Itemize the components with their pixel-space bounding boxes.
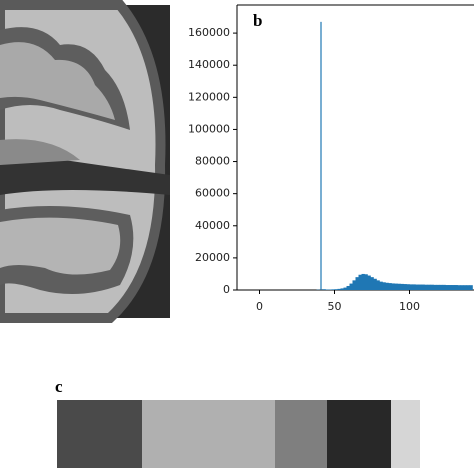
y-tick-label: 120000 (188, 90, 230, 103)
histogram-bar (382, 282, 386, 290)
histogram-bar (409, 284, 413, 290)
y-tick-label: 60000 (195, 187, 230, 200)
histogram-bar (334, 289, 338, 290)
histogram-bar (373, 278, 377, 290)
y-tick-label: 160000 (188, 26, 230, 39)
y-tick-label: 0 (223, 283, 230, 296)
histogram-bar (343, 287, 347, 290)
y-tick-label: 40000 (195, 219, 230, 232)
histogram-bar (421, 284, 425, 290)
histogram-bar (388, 283, 392, 290)
histogram-bar (346, 285, 350, 290)
y-tick-label: 140000 (188, 58, 230, 71)
histogram-bar (424, 284, 428, 290)
histogram-bar (433, 284, 437, 290)
histogram-bar (367, 275, 371, 290)
histogram-bar (331, 289, 335, 290)
histogram-bar (454, 285, 458, 290)
histogram-bar (415, 284, 419, 290)
histogram-bar (436, 284, 440, 290)
histogram-bar (412, 284, 416, 290)
x-tick-label: 100 (399, 300, 420, 313)
histogram-bar (448, 285, 452, 290)
histogram-bar (427, 284, 431, 290)
x-tick-label: 0 (256, 300, 263, 313)
histogram-bar (340, 288, 344, 290)
histogram-bar (379, 281, 383, 290)
panel-label: c (55, 377, 63, 396)
y-tick-label: 80000 (195, 155, 230, 168)
histogram-bar (430, 284, 434, 290)
histogram-bar (418, 284, 422, 290)
histogram-bar (361, 273, 365, 290)
histogram-bar (469, 285, 473, 290)
histogram-bar (397, 283, 401, 290)
histogram-bar (364, 274, 368, 290)
histogram-bar (320, 21, 322, 290)
histogram-bar (457, 285, 461, 290)
x-tick-label: 50 (328, 300, 342, 313)
histogram-bar (352, 280, 356, 290)
y-tick-label: 20000 (195, 251, 230, 264)
gray-strip (57, 400, 420, 468)
histogram-bar (385, 282, 389, 290)
brain-image (0, 0, 170, 323)
histogram-bar (400, 283, 404, 290)
histogram-bar (358, 274, 362, 290)
histogram-bar (439, 284, 443, 290)
histogram-bar (463, 285, 467, 290)
histogram-bar (322, 289, 326, 290)
histogram-bar (406, 284, 410, 290)
histogram-bar (337, 288, 341, 290)
histogram-bar (376, 280, 380, 290)
histogram-bar (391, 283, 395, 290)
histogram-bar (394, 283, 398, 290)
y-tick-label: 100000 (188, 122, 230, 135)
histogram-bar (460, 285, 464, 290)
histogram-bar (451, 285, 455, 290)
histogram-bar (403, 284, 407, 290)
histogram-bar (349, 283, 353, 290)
histogram-bar (355, 277, 359, 290)
histogram-bar (445, 285, 449, 290)
panel-label: b (253, 11, 262, 30)
histogram-bar (370, 277, 374, 290)
histogram-bar (442, 284, 446, 290)
histogram-bar (466, 285, 470, 290)
